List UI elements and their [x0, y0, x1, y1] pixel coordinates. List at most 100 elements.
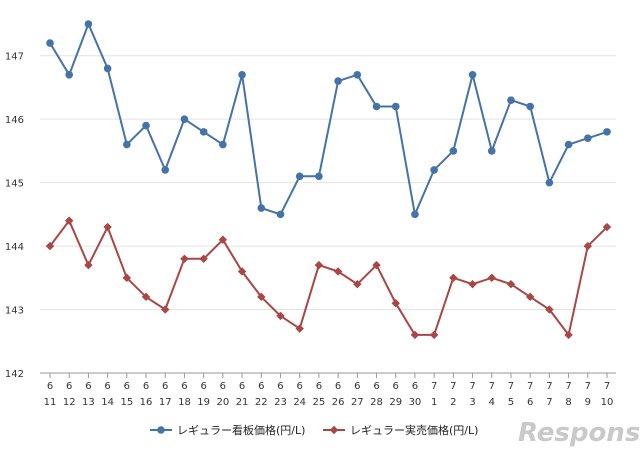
data-point: [507, 96, 515, 104]
data-point: [314, 260, 324, 270]
x-tick-label-month: 6: [181, 381, 187, 392]
x-tick-label-day: 24: [293, 397, 306, 408]
data-point: [602, 222, 612, 232]
y-axis-ticks: 142 143 144 145 146 147: [5, 52, 24, 380]
data-point: [545, 305, 554, 314]
data-point: [411, 210, 419, 219]
x-tick-label-month: 7: [565, 381, 571, 392]
data-point: [449, 147, 458, 155]
data-point: [142, 121, 150, 130]
x-tick-label-day: 22: [255, 397, 268, 408]
x-tick-label-day: 29: [389, 397, 402, 408]
x-tick-label-day: 5: [508, 397, 514, 408]
data-point: [564, 330, 573, 340]
x-tick-label-day: 17: [159, 397, 172, 408]
legend-item: レギュラー実売価格(円/L): [323, 423, 478, 437]
legend-label: レギュラー実売価格(円/L): [350, 423, 478, 437]
x-tick-label-month: 6: [162, 381, 168, 392]
x-tick-label-month: 6: [47, 381, 53, 392]
x-tick-label-month: 6: [239, 381, 245, 392]
x-tick-label-day: 1: [431, 397, 437, 408]
data-point: [180, 254, 189, 263]
x-tick-label-day: 12: [63, 397, 76, 408]
y-tick-label: 147: [5, 52, 24, 63]
data-point: [372, 260, 381, 270]
data-point: [391, 102, 400, 111]
x-tick-label-month: 6: [200, 381, 206, 392]
x-tick-label-day: 3: [469, 397, 475, 408]
data-point: [84, 260, 93, 270]
x-tick-label-month: 7: [585, 381, 591, 392]
data-point: [468, 279, 477, 289]
data-point: [45, 241, 55, 251]
data-point: [429, 330, 439, 340]
data-point: [46, 39, 54, 47]
grid: [40, 55, 616, 374]
data-point: [123, 140, 131, 149]
x-tick-label-day: 23: [274, 397, 287, 408]
series-1: [46, 20, 611, 219]
data-point: [237, 267, 247, 276]
x-tick-label-day: 10: [601, 397, 614, 408]
response-watermark: Response.: [518, 418, 640, 448]
y-tick-label: 144: [5, 242, 24, 253]
data-point: [65, 216, 74, 225]
legend: レギュラー看板価格(円/L) レギュラー実売価格(円/L): [150, 423, 478, 437]
x-tick-label-day: 19: [197, 397, 210, 408]
x-tick-label-day: 21: [236, 397, 249, 408]
data-point: [218, 235, 228, 244]
data-point: [353, 279, 362, 289]
data-point: [257, 204, 266, 212]
data-point: [122, 273, 132, 283]
data-point: [161, 305, 170, 314]
x-tick-label-day: 4: [489, 397, 495, 408]
x-axis-ticks: 6116126136146156166176186196206216226236…: [44, 373, 614, 408]
data-point: [295, 324, 304, 333]
data-point: [276, 210, 285, 219]
x-tick-label-day: 20: [216, 397, 229, 408]
data-point: [583, 241, 592, 251]
x-tick-label-month: 7: [508, 381, 514, 392]
data-point: [526, 102, 534, 111]
data-point: [506, 279, 516, 289]
data-point: [564, 140, 573, 149]
data-point: [199, 254, 208, 263]
y-tick-label: 143: [5, 306, 24, 317]
x-tick-label-month: 6: [354, 381, 360, 392]
data-point: [65, 70, 74, 79]
data-point: [103, 64, 112, 73]
x-tick-label-month: 7: [489, 381, 495, 392]
data-point: [410, 330, 420, 340]
data-point: [449, 273, 458, 283]
data-point: [430, 166, 438, 174]
data-point: [391, 299, 400, 308]
data-point: [219, 140, 227, 149]
x-tick-label-day: 7: [546, 397, 552, 408]
x-tick-label-month: 6: [373, 381, 379, 392]
x-tick-label-day: 6: [527, 397, 533, 408]
legend-item: レギュラー看板価格(円/L): [150, 423, 305, 437]
x-tick-label-day: 15: [120, 397, 133, 408]
data-point: [583, 134, 592, 143]
data-point: [295, 172, 304, 181]
x-tick-label-month: 6: [412, 381, 418, 392]
data-point: [353, 70, 362, 79]
x-tick-label-day: 26: [332, 397, 345, 408]
data-point: [334, 77, 342, 85]
data-point: [487, 147, 496, 155]
x-tick-label-month: 7: [469, 381, 475, 392]
y-tick-label: 142: [5, 369, 24, 380]
data-point: [603, 128, 611, 136]
data-point: [315, 172, 323, 181]
x-tick-label-month: 6: [220, 381, 226, 392]
data-point: [180, 115, 189, 123]
x-tick-label-month: 6: [66, 381, 72, 392]
data-point: [333, 267, 343, 276]
data-point: [276, 311, 285, 321]
x-tick-label-day: 8: [565, 397, 571, 408]
x-tick-label-day: 18: [178, 397, 191, 408]
data-point: [103, 222, 112, 232]
x-tick-label-month: 6: [258, 381, 264, 392]
x-tick-label-day: 28: [370, 397, 383, 408]
